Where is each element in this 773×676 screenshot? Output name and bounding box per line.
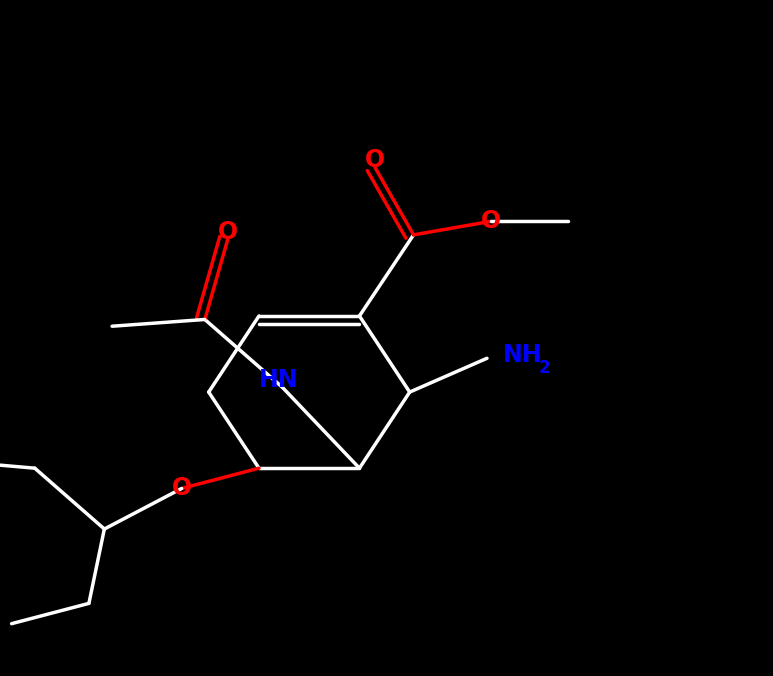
Text: O: O [172,477,192,500]
Text: HN: HN [258,368,298,392]
Text: O: O [218,220,238,243]
Text: NH: NH [502,343,542,367]
Text: O: O [365,149,385,172]
Text: 2: 2 [539,360,550,377]
Text: O: O [481,210,501,233]
